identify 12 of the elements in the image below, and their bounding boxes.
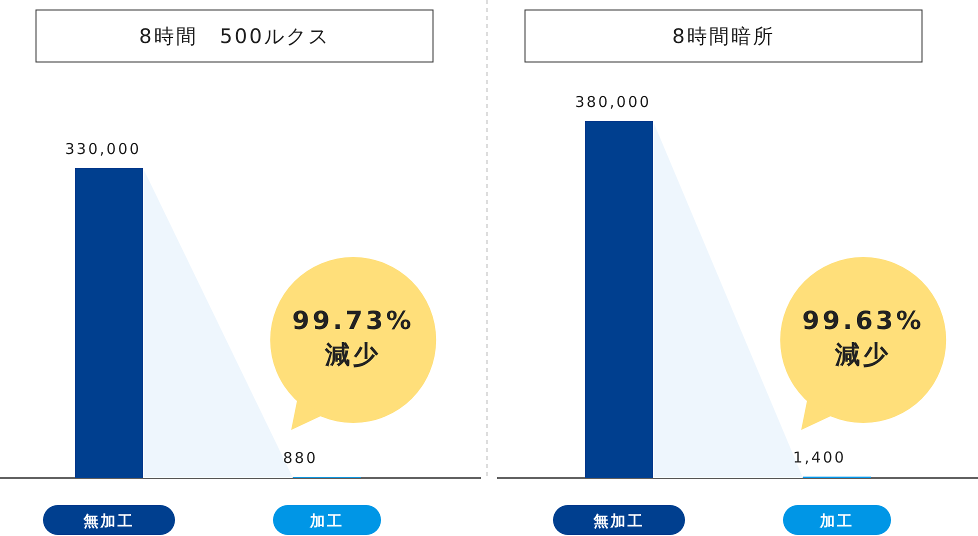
chart-title: 8時間暗所 (672, 24, 775, 48)
x-tick-label: 加工 (309, 512, 344, 530)
annotation: 99.73% 減少 (292, 306, 414, 369)
chart-title: 8時間 500ルクス (139, 24, 330, 48)
annotation: 99.63% 減少 (802, 306, 924, 369)
data-label: 1,400 (793, 448, 846, 467)
data-label: 880 (283, 449, 318, 468)
x-tick-label: 無加工 (592, 512, 644, 530)
data-label: 380,000 (575, 93, 652, 111)
x-tick-label: 加工 (819, 512, 854, 530)
x-tick-label: 無加工 (82, 512, 134, 530)
data-label: 330,000 (65, 140, 142, 158)
